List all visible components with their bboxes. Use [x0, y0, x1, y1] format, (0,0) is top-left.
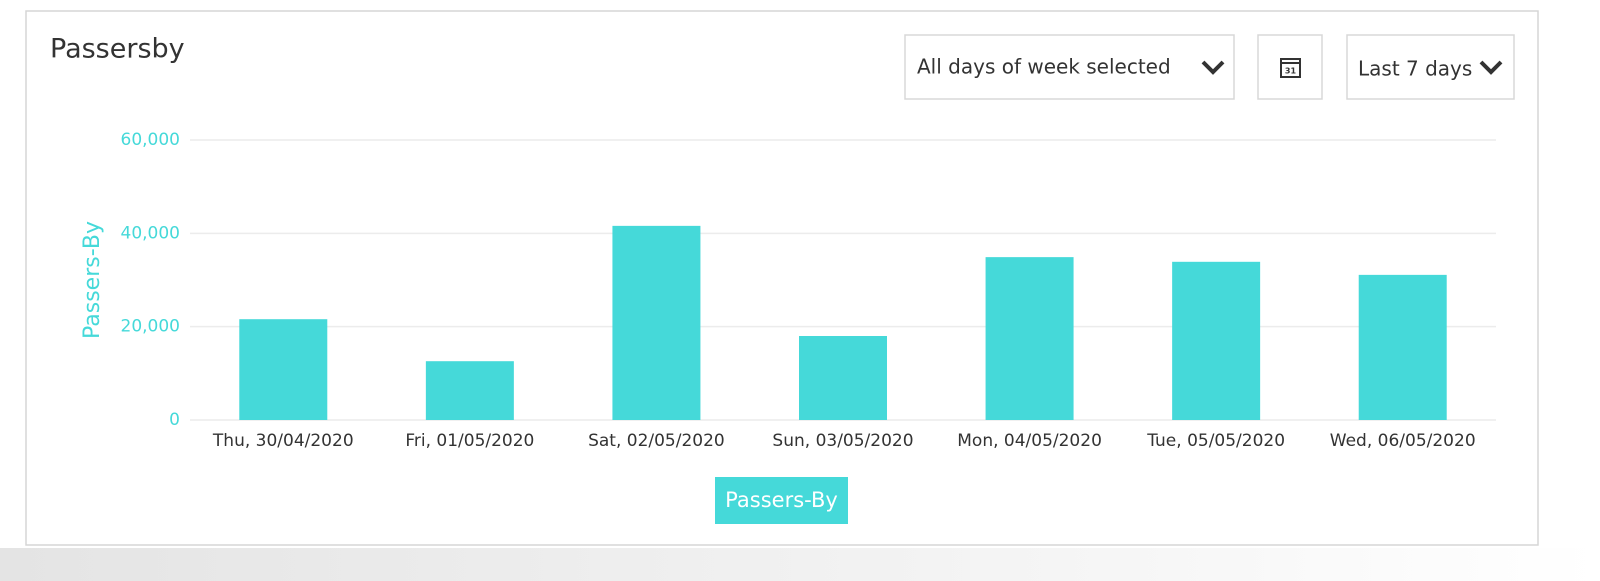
dropdown-text[interactable]: Last 7 days [1358, 57, 1472, 81]
days-dropdown[interactable]: All days of week selected [904, 34, 1235, 100]
x-tick-label: Wed, 06/05/2020 [1330, 431, 1476, 451]
dropdown-text[interactable]: All days of week selected [917, 55, 1171, 79]
y-tick-label: 40,000 [121, 223, 180, 243]
y-axis-label: Passers-By [80, 221, 105, 339]
legend-swatch[interactable] [715, 477, 848, 524]
x-tick-label: Thu, 30/04/2020 [212, 431, 354, 451]
bar [1172, 261, 1261, 420]
x-tick-label: Sun, 03/05/2020 [772, 431, 913, 451]
x-tick-label: Fri, 01/05/2020 [405, 431, 534, 451]
card [25, 10, 1539, 546]
x-tick-label: Tue, 05/05/2020 [1146, 431, 1285, 451]
chevron[interactable] [1201, 60, 1225, 75]
bar [425, 361, 514, 420]
bar [985, 257, 1074, 420]
bar [799, 336, 887, 420]
range-dropdown[interactable]: Last 7 days [1346, 34, 1515, 100]
calendar-day[interactable]: 31 [1285, 67, 1297, 76]
card-title: Passersby [50, 34, 185, 65]
bar [239, 319, 328, 420]
bar [1358, 274, 1447, 420]
legend-label[interactable]: Passers-By [725, 488, 838, 512]
chevron[interactable] [1479, 60, 1503, 75]
page-shadow [0, 548, 1600, 581]
calendar-icon[interactable] [1280, 58, 1301, 78]
y-tick-label: 60,000 [121, 130, 180, 150]
x-tick-label: Mon, 04/05/2020 [957, 431, 1102, 451]
y-tick-label: 20,000 [121, 317, 180, 337]
y-tick-label: 0 [169, 410, 180, 430]
button-box[interactable] [1257, 34, 1323, 100]
x-tick-label: Sat, 02/05/2020 [588, 431, 725, 451]
dropdown-box[interactable] [904, 34, 1235, 100]
calendar-button[interactable]: 31 [1257, 34, 1323, 100]
bar [612, 225, 701, 420]
